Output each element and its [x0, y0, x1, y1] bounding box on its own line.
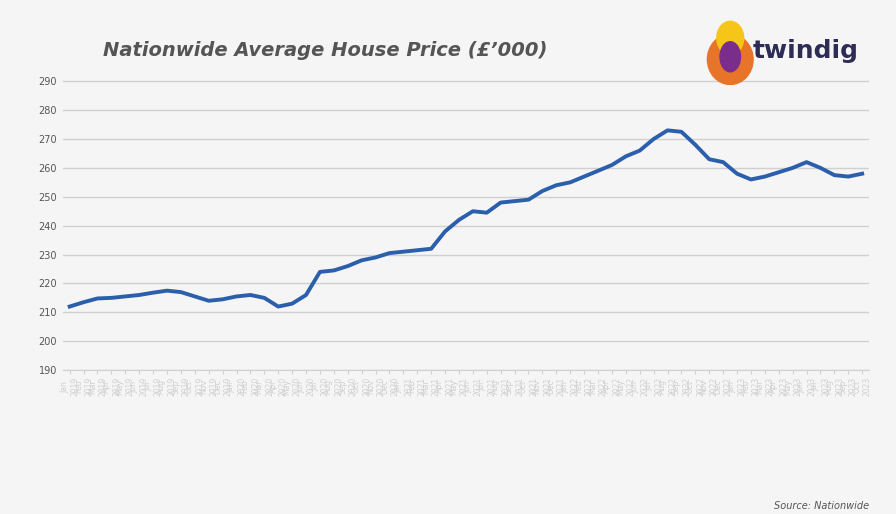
Ellipse shape: [708, 34, 753, 84]
Text: Source: Nationwide: Source: Nationwide: [774, 501, 869, 511]
Ellipse shape: [720, 42, 740, 72]
Text: twindig: twindig: [753, 40, 858, 63]
Text: Nationwide Average House Price (£’000): Nationwide Average House Price (£’000): [103, 41, 547, 60]
Ellipse shape: [717, 21, 744, 54]
